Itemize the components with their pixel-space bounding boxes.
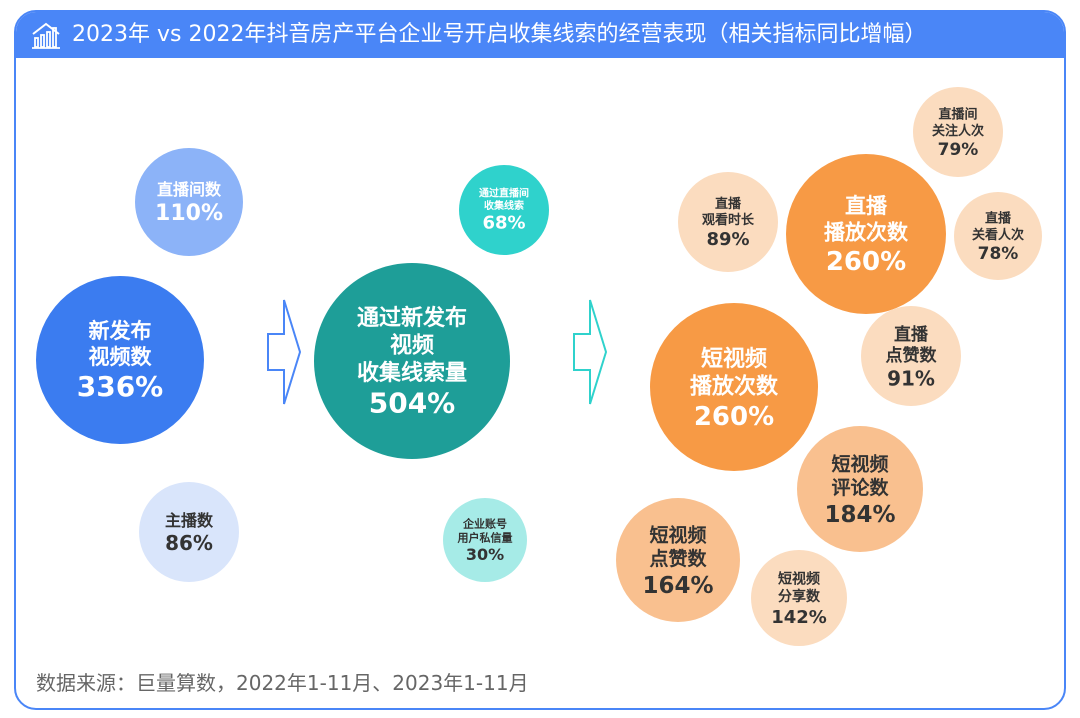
bubble-circle-video-leads bbox=[314, 263, 510, 459]
bubble-label-live-follows: 直播间 bbox=[938, 107, 977, 123]
bubble-circle-live-plays bbox=[786, 154, 946, 314]
bubble-label-live-likes: 直播 bbox=[894, 324, 929, 345]
bubble-circle-live-rooms bbox=[135, 148, 243, 256]
bubble-label-video-leads: 收集线索量 bbox=[357, 360, 467, 386]
bubble-circle-live-watch-time bbox=[678, 172, 778, 272]
bubble-value-live-viewers: 78% bbox=[978, 244, 1019, 264]
bubble-circle-short-video-likes bbox=[616, 498, 740, 622]
bubble-value-short-video-likes: 164% bbox=[642, 573, 713, 599]
bubble-label-live-watch-time: 直播 bbox=[715, 196, 742, 212]
bubble-circle-live-viewers bbox=[954, 192, 1042, 280]
bubble-label-live-plays: 播放次数 bbox=[824, 220, 909, 244]
bubble-label-short-video-plays: 播放次数 bbox=[690, 373, 779, 399]
bubble-label-video-leads: 视频 bbox=[390, 332, 434, 358]
bubble-value-live-rooms: 110% bbox=[155, 201, 223, 226]
bubble-label-live-viewers: 直播 bbox=[985, 211, 1012, 227]
bubble-value-short-video-plays: 260% bbox=[694, 402, 774, 432]
chart-title: 2023年 vs 2022年抖音房产平台企业号开启收集线索的经营表现（相关指标同… bbox=[72, 22, 927, 47]
bubble-label-live-leads: 收集线索 bbox=[484, 199, 524, 212]
bubble-label-short-video-plays: 短视频 bbox=[701, 346, 767, 372]
bubble-label-live-rooms: 直播间数 bbox=[157, 180, 222, 199]
bubble-value-video-leads: 504% bbox=[369, 387, 456, 420]
bubble-value-live-plays: 260% bbox=[826, 247, 906, 277]
bubble-value-new-videos: 336% bbox=[77, 370, 164, 403]
bubble-circle-short-video-shares bbox=[751, 550, 847, 646]
bubble-label-video-leads: 通过新发布 bbox=[357, 305, 467, 331]
bubble-label-short-video-likes: 短视频 bbox=[649, 523, 706, 546]
bubble-label-short-video-likes: 点赞数 bbox=[649, 547, 707, 570]
bubble-circle-live-leads bbox=[459, 165, 549, 255]
bubble-label-live-follows: 关注人次 bbox=[932, 123, 984, 139]
bubble-label-live-leads: 通过直播间 bbox=[479, 187, 529, 200]
bubble-label-private-messages: 用户私信量 bbox=[458, 530, 513, 544]
bubble-value-private-messages: 30% bbox=[466, 545, 504, 564]
flow-arrow-blue bbox=[267, 299, 302, 405]
bubble-circle-live-likes bbox=[861, 306, 961, 406]
building-chart-icon bbox=[32, 22, 60, 49]
bubble-circle-short-video-plays bbox=[650, 303, 818, 471]
bubble-label-live-likes: 点赞数 bbox=[886, 345, 938, 366]
bubble-circle-live-follows bbox=[913, 87, 1003, 177]
flow-arrow-teal bbox=[573, 299, 608, 405]
bubble-value-live-likes: 91% bbox=[887, 367, 935, 391]
bubble-value-anchors: 86% bbox=[165, 531, 213, 555]
bubble-circle-short-video-comments bbox=[797, 426, 923, 552]
bubble-value-live-follows: 79% bbox=[938, 140, 979, 160]
bubble-circle-new-videos bbox=[36, 276, 204, 444]
bubble-value-live-watch-time: 89% bbox=[706, 229, 749, 250]
bubble-circle-private-messages bbox=[443, 498, 527, 582]
title-bar: 2023年 vs 2022年抖音房产平台企业号开启收集线索的经营表现（相关指标同… bbox=[16, 12, 1064, 58]
bubble-label-live-viewers: 关看人次 bbox=[972, 227, 1024, 243]
report-frame: 2023年 vs 2022年抖音房产平台企业号开启收集线索的经营表现（相关指标同… bbox=[14, 10, 1066, 710]
bubble-value-short-video-shares: 142% bbox=[771, 607, 827, 628]
bubble-label-short-video-comments: 评论数 bbox=[831, 476, 889, 499]
bubble-value-short-video-comments: 184% bbox=[824, 502, 895, 528]
bubble-label-short-video-shares: 分享数 bbox=[778, 588, 821, 605]
bubble-circle-anchors bbox=[139, 482, 239, 582]
data-source: 数据来源：巨量算数，2022年1-11月、2023年1-11月 bbox=[36, 671, 529, 695]
bubble-label-live-plays: 直播 bbox=[845, 194, 888, 218]
bubble-live-rooms: 直播间数 110% bbox=[135, 148, 243, 256]
bubble-label-short-video-shares: 短视频 bbox=[778, 571, 820, 588]
bubble-value-live-leads: 68% bbox=[482, 212, 525, 233]
bubble-label-new-videos: 视频数 bbox=[89, 345, 153, 369]
bubble-label-new-videos: 新发布 bbox=[89, 319, 152, 343]
bubble-label-short-video-comments: 短视频 bbox=[831, 452, 888, 475]
bubble-label-live-watch-time: 观看时长 bbox=[702, 212, 755, 228]
bubble-label-private-messages: 企业账号 bbox=[462, 517, 507, 531]
bubble-label-anchors: 主播数 bbox=[165, 511, 214, 530]
